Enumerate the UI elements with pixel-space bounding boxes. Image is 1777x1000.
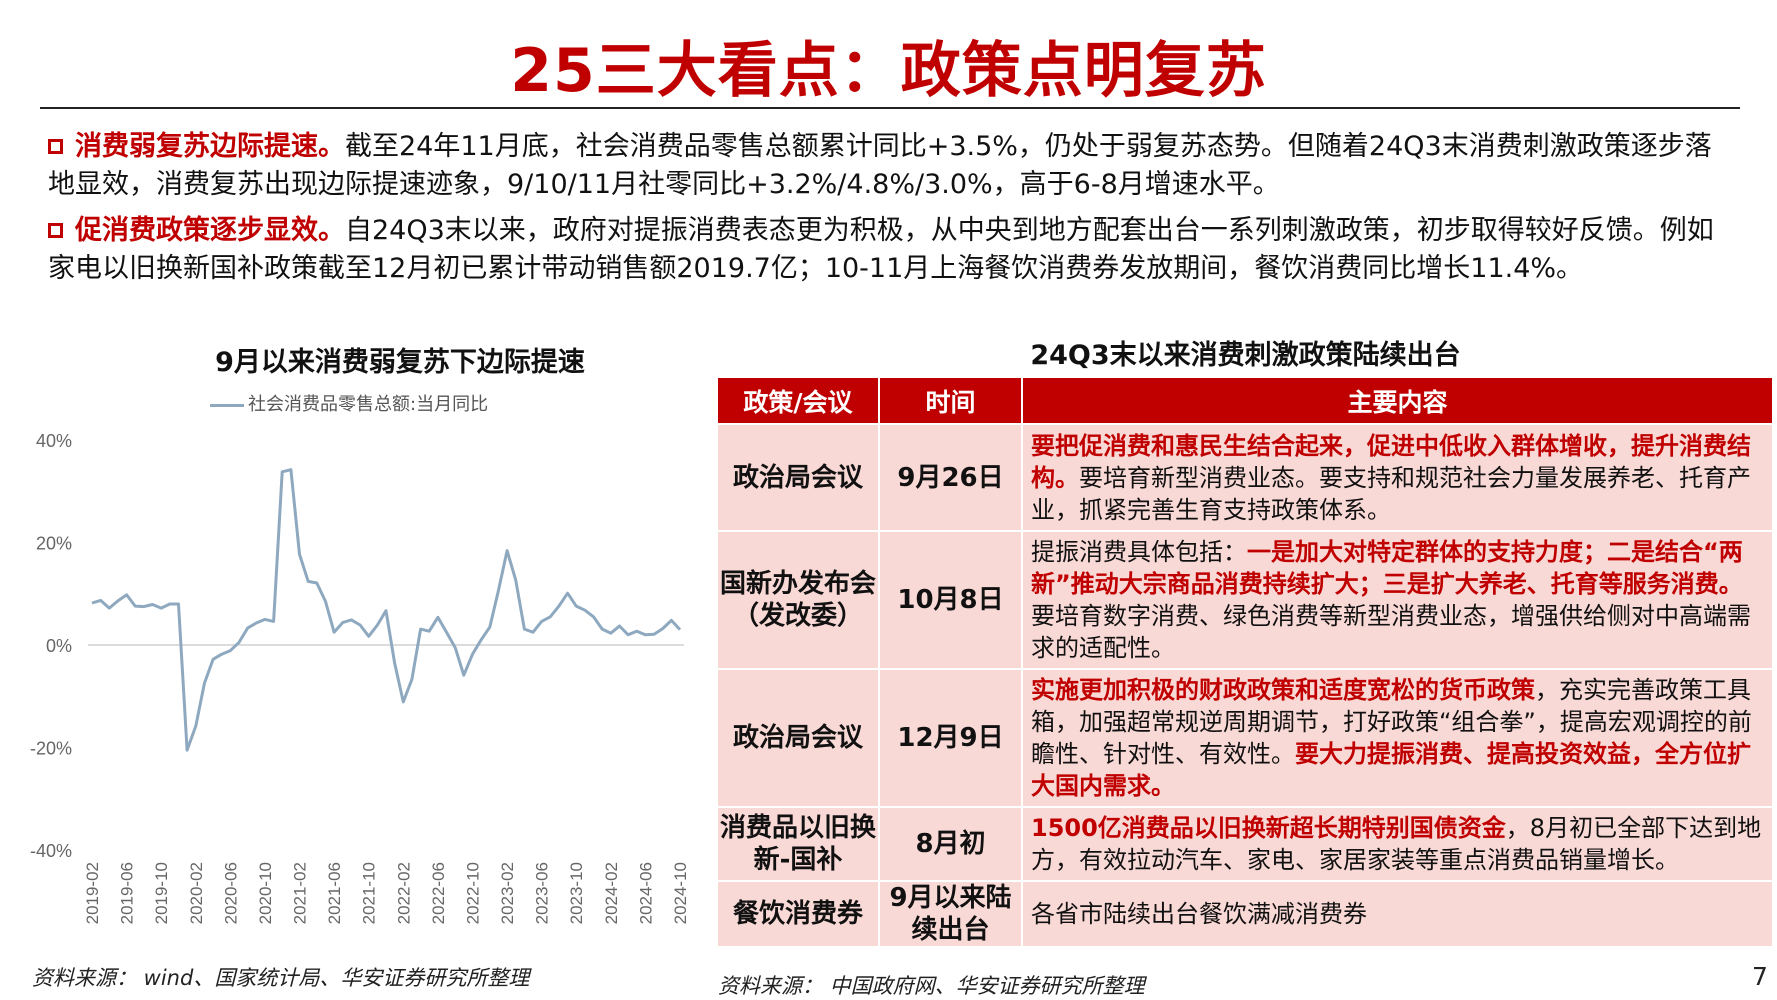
x-tick-label: 2024-10 [671,862,690,924]
bullet-text: 截至24年11月底，社会消费品零售总额累计同比+3.5%，仍处于弱复苏态势。但随… [48,131,1712,200]
title-divider [40,107,1740,109]
x-tick-label: 2020-06 [221,862,240,924]
y-tick-label: 20% [36,534,72,554]
bullet-lead: 消费弱复苏边际提速。 [75,131,345,162]
series-line-retail-sales [91,468,682,752]
content-text: ，充实完善政策工具箱，加强超常规逆周期调节，打好政策“组合拳”，提高宏观调控的前… [1031,676,1752,768]
y-tick-label: -20% [30,739,72,759]
x-tick-label: 2019-02 [83,862,102,924]
legend-label: 社会消费品零售总额:当月同比 [248,394,489,415]
policy-content-cell: 1500亿消费品以旧换新超长期特别国债资金，8月初已全部下达到地方，有效拉动汽车… [1022,806,1774,881]
bullet-text: 自24Q3末以来，政府对提振消费表态更为积极，从中央到地方配套出台一系列刺激政策… [48,215,1714,284]
policy-time-cell: 10月8日 [879,530,1023,669]
x-tick-label: 2022-06 [429,862,448,924]
table-source-note: 资料来源： 中国政府网、华安证券研究所整理 [718,974,1145,998]
policy-name-cell: 政治局会议 [718,668,880,807]
x-tick-label: 2023-06 [533,862,552,924]
bullet-list: 消费弱复苏边际提速。截至24年11月底，社会消费品零售总额累计同比+3.5%，仍… [48,128,1738,296]
policy-content-cell: 提振消费具体包括：一是加大对特定群体的支持力度；二是结合“两新”推动大宗商品消费… [1022,530,1774,669]
page-title: 25三大看点：政策点明复苏 [510,36,1267,106]
policy-time-cell: 9月以来陆续出台 [879,880,1023,946]
highlighted-text: 1500亿消费品以旧换新超长期特别国债资金 [1031,814,1506,842]
table-header-row: 政策/会议 时间 主要内容 [718,378,1774,424]
policy-name-cell: 政治局会议 [718,423,880,531]
highlighted-text: 要大力提振消费、提高投资效益，全方位扩大国内需求。 [1031,740,1751,800]
highlighted-text: 要把促消费和惠民生结合起来，促进中低收入群体增收，提升消费结构。 [1031,431,1751,492]
policy-name-cell: 餐饮消费券 [718,880,880,946]
x-tick-label: 2019-06 [118,862,137,924]
x-tick-label: 2020-02 [187,862,206,924]
x-tick-label: 2021-06 [325,862,344,924]
policy-content-cell: 要把促消费和惠民生结合起来，促进中低收入群体增收，提升消费结构。要培育新型消费业… [1022,423,1774,531]
chart-source-note: 资料来源： wind、国家统计局、华安证券研究所整理 [32,966,530,990]
x-tick-label: 2023-10 [567,862,586,924]
x-tick-label: 2019-10 [152,862,171,924]
table-row: 政治局会议 12月9日 实施更加积极的财政政策和适度宽松的货币政策，充实完善政策工具… [718,668,1774,807]
content-text: 提振消费具体包括： [1031,538,1247,566]
table-row: 消费品以旧换新-国补 8月初 1500亿消费品以旧换新超长期特别国债资金，8月初已全… [718,806,1774,881]
x-tick-label: 2022-02 [394,862,413,924]
chart-title: 9月以来消费弱复苏下边际提速 [215,347,585,378]
x-tick-label: 2020-10 [256,862,275,924]
content-text: 要培育新型消费业态。要支持和规范社会力量发展养老、托育产业，抓紧完善生育支持政策… [1031,463,1751,524]
x-tick-label: 2023-02 [498,862,517,924]
x-tick-label: 2024-06 [636,862,655,924]
table-row: 国新办发布会（发改委） 10月8日 提振消费具体包括：一是加大对特定群体的支持力度；… [718,530,1774,669]
page-number: 7 [1752,962,1768,991]
header-time: 时间 [879,378,1023,424]
square-bullet-icon [48,223,63,238]
x-tick-label: 2021-02 [291,862,310,924]
header-policy: 政策/会议 [718,378,880,424]
x-tick-label: 2021-10 [360,862,379,924]
table-row: 政治局会议 9月26日 要把促消费和惠民生结合起来，促进中低收入群体增收，提升消费结… [718,423,1774,531]
content-text: 要培育数字消费、绿色消费等新型消费业态，增强供给侧对中高端需求的适配性。 [1031,602,1751,662]
bullet-item: 促消费政策逐步显效。自24Q3末以来，政府对提振消费表态更为积极，从中央到地方配… [48,212,1738,288]
table-row: 餐饮消费券 9月以来陆续出台 各省市陆续出台餐饮满减消费券 [718,880,1774,946]
header-content: 主要内容 [1022,378,1774,424]
legend-line-swatch [210,403,244,407]
policy-table: 政策/会议 时间 主要内容 政治局会议 9月26日 要把促消费和惠民生结合起来，促进… [718,378,1774,946]
policy-name-cell: 消费品以旧换新-国补 [718,806,880,881]
highlighted-text: 实施更加积极的财政政策和适度宽松的货币政策 [1031,676,1535,704]
square-bullet-icon [48,139,63,154]
y-tick-label: 40% [36,431,72,451]
bullet-item: 消费弱复苏边际提速。截至24年11月底，社会消费品零售总额累计同比+3.5%，仍… [48,128,1738,204]
content-text: 各省市陆续出台餐饮满减消费券 [1031,900,1367,928]
bullet-lead: 促消费政策逐步显效。 [75,215,345,246]
policy-name-cell: 国新办发布会（发改委） [718,530,880,669]
table-title: 24Q3末以来消费刺激政策陆续出台 [1030,340,1461,371]
content-text: ，8月初已全部下达到地方，有效拉动汽车、家电、家居家装等重点消费品销量增长。 [1031,814,1762,874]
y-tick-label: -40% [30,841,72,861]
policy-content-cell: 各省市陆续出台餐饮满减消费券 [1022,880,1774,946]
highlighted-text: 一是加大对特定群体的支持力度；二是结合“两新”推动大宗商品消费持续扩大；三是扩大… [1031,538,1743,598]
policy-time-cell: 8月初 [879,806,1023,881]
policy-time-cell: 12月9日 [879,668,1023,807]
x-tick-label: 2022-10 [463,862,482,924]
policy-time-cell: 9月26日 [879,423,1023,531]
policy-content-cell: 实施更加积极的财政政策和适度宽松的货币政策，充实完善政策工具箱，加强超常规逆周期… [1022,668,1774,807]
chart-legend: 社会消费品零售总额:当月同比 [210,390,488,416]
retail-sales-line-chart: 40% 20% 0% -20% -40% 2019-02 2019-06 2019-10 202… [30,431,690,924]
y-tick-label: 0% [46,636,72,656]
x-tick-label: 2024-02 [602,862,621,924]
